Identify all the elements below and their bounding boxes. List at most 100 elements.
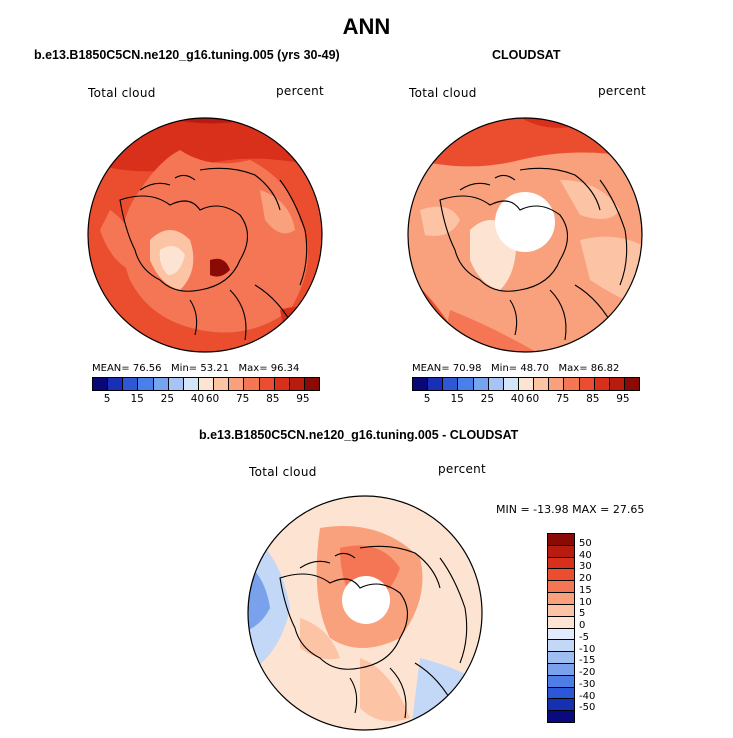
diff-variable-label: Total cloud: [249, 465, 317, 479]
colorbar-tick-label: 40: [510, 393, 525, 405]
colorbar-swatch: [428, 378, 444, 390]
colorbar-tick-label: 25: [480, 393, 495, 405]
obs-colorbar-ticks: 5 15 25 40 60 75 85 95: [412, 393, 640, 407]
colorbar-swatch: [579, 378, 595, 390]
colorbar-swatch: [548, 569, 574, 582]
obs-max-label: Max=: [558, 363, 588, 374]
colorbar-tick-label: 5: [579, 608, 586, 620]
colorbar-tick-label: 15: [579, 584, 592, 596]
colorbar-tick-label: 60: [525, 393, 540, 405]
colorbar-tick-label: 40: [190, 393, 205, 405]
colorbar-tick-label: 40: [579, 549, 592, 561]
diff-panel-title: b.e13.B1850C5CN.ne120_g16.tuning.005 - C…: [199, 428, 519, 442]
colorbar-swatch: [413, 378, 429, 390]
colorbar-tick-label: -20: [579, 667, 596, 678]
model-min-label: Min=: [171, 363, 198, 374]
colorbar-tick-label: 30: [579, 561, 592, 573]
colorbar-tick-label: 75: [235, 393, 250, 405]
colorbar-swatch: [304, 378, 320, 390]
obs-mean-value: 70.98: [452, 363, 482, 374]
colorbar-tick-label: -40: [579, 690, 596, 702]
colorbar-swatch: [274, 378, 290, 390]
obs-colorbar: [412, 377, 640, 391]
colorbar-tick-label: 5: [423, 393, 431, 405]
colorbar-swatch: [548, 711, 574, 722]
colorbar-swatch: [138, 378, 154, 390]
obs-mean-label: MEAN=: [412, 363, 450, 374]
colorbar-swatch: [259, 378, 275, 390]
colorbar-tick-label: 5: [103, 393, 111, 405]
colorbar-swatch: [548, 652, 574, 664]
colorbar-swatch: [503, 378, 519, 390]
colorbar-swatch: [548, 604, 574, 617]
colorbar-swatch: [458, 378, 474, 390]
figure-title: ANN: [342, 14, 391, 39]
obs-min-value: 48.70: [520, 363, 549, 374]
colorbar-tick-label: 60: [205, 393, 220, 405]
colorbar-swatch: [548, 581, 574, 594]
colorbar-tick-label: 15: [130, 393, 144, 405]
colorbar-swatch: [548, 557, 574, 570]
colorbar-swatch: [548, 628, 574, 641]
colorbar-swatch: [214, 378, 230, 390]
colorbar-swatch: [443, 378, 459, 390]
colorbar-swatch: [198, 378, 215, 390]
obs-stats: MEAN= 70.98 Min= 48.70 Max= 86.82: [412, 363, 619, 374]
diff-polar-map: [247, 495, 483, 731]
colorbar-swatch: [548, 616, 574, 629]
model-min-value: 53.21: [200, 363, 229, 374]
colorbar-tick-label: -50: [579, 702, 596, 714]
model-max-label: Max=: [238, 363, 268, 374]
colorbar-swatch: [624, 378, 640, 390]
colorbar-swatch: [548, 687, 574, 700]
model-variable-label: Total cloud: [88, 86, 156, 100]
model-units-label: percent: [276, 84, 325, 98]
colorbar-swatch: [473, 378, 489, 390]
colorbar-swatch: [488, 378, 504, 390]
obs-units-label: percent: [598, 84, 647, 98]
colorbar-swatch: [244, 378, 260, 390]
colorbar-swatch: [108, 378, 124, 390]
diff-units-label: percent: [438, 462, 487, 476]
obs-max-value: 86.82: [590, 363, 620, 374]
model-panel-title: b.e13.B1850C5CN.ne120_g16.tuning.005 (yr…: [34, 48, 340, 62]
diff-colorbar: [547, 533, 575, 723]
colorbar-swatch: [153, 378, 169, 390]
diff-minmax: MIN = -13.98 MAX = 27.65: [496, 503, 645, 516]
colorbar-swatch: [548, 663, 574, 676]
colorbar-tick-label: 25: [160, 393, 175, 405]
colorbar-swatch: [534, 378, 550, 390]
colorbar-tick-label: -15: [579, 655, 596, 667]
colorbar-swatch: [609, 378, 625, 390]
colorbar-swatch: [123, 378, 139, 390]
model-polar-map: [87, 117, 323, 353]
model-colorbar-ticks: 5 15 25 40 60 75 85 95: [92, 393, 320, 407]
colorbar-swatch: [168, 378, 184, 390]
obs-variable-label: Total cloud: [409, 86, 477, 100]
colorbar-tick-label: -5: [579, 631, 589, 643]
colorbar-tick-label: 95: [296, 393, 310, 405]
colorbar-tick-label: -10: [579, 643, 596, 655]
model-mean-value: 76.56: [132, 363, 162, 374]
diff-colorbar-ticks: 50 40 30 20 15 10 5 0 -5 -10 -15 -20 -30 -40 -50: [579, 533, 619, 721]
colorbar-swatch: [548, 640, 574, 653]
colorbar-tick-label: 50: [579, 537, 592, 549]
model-max-value: 96.34: [270, 363, 300, 374]
colorbar-swatch: [289, 378, 305, 390]
colorbar-swatch: [518, 378, 535, 390]
colorbar-swatch: [564, 378, 580, 390]
colorbar-tick-label: 75: [555, 393, 570, 405]
colorbar-tick-label: 10: [579, 596, 592, 608]
colorbar-swatch: [549, 378, 565, 390]
colorbar-tick-label: 85: [586, 393, 600, 405]
colorbar-swatch: [93, 378, 109, 390]
colorbar-swatch: [229, 378, 245, 390]
colorbar-swatch: [548, 675, 574, 688]
obs-panel-title: CLOUDSAT: [492, 48, 561, 62]
colorbar-swatch: [548, 545, 574, 558]
colorbar-swatch: [548, 699, 574, 712]
colorbar-tick-label: 0: [579, 620, 586, 631]
colorbar-tick-label: 85: [266, 393, 280, 405]
colorbar-tick-label: 20: [579, 573, 592, 584]
colorbar-swatch: [548, 534, 574, 546]
